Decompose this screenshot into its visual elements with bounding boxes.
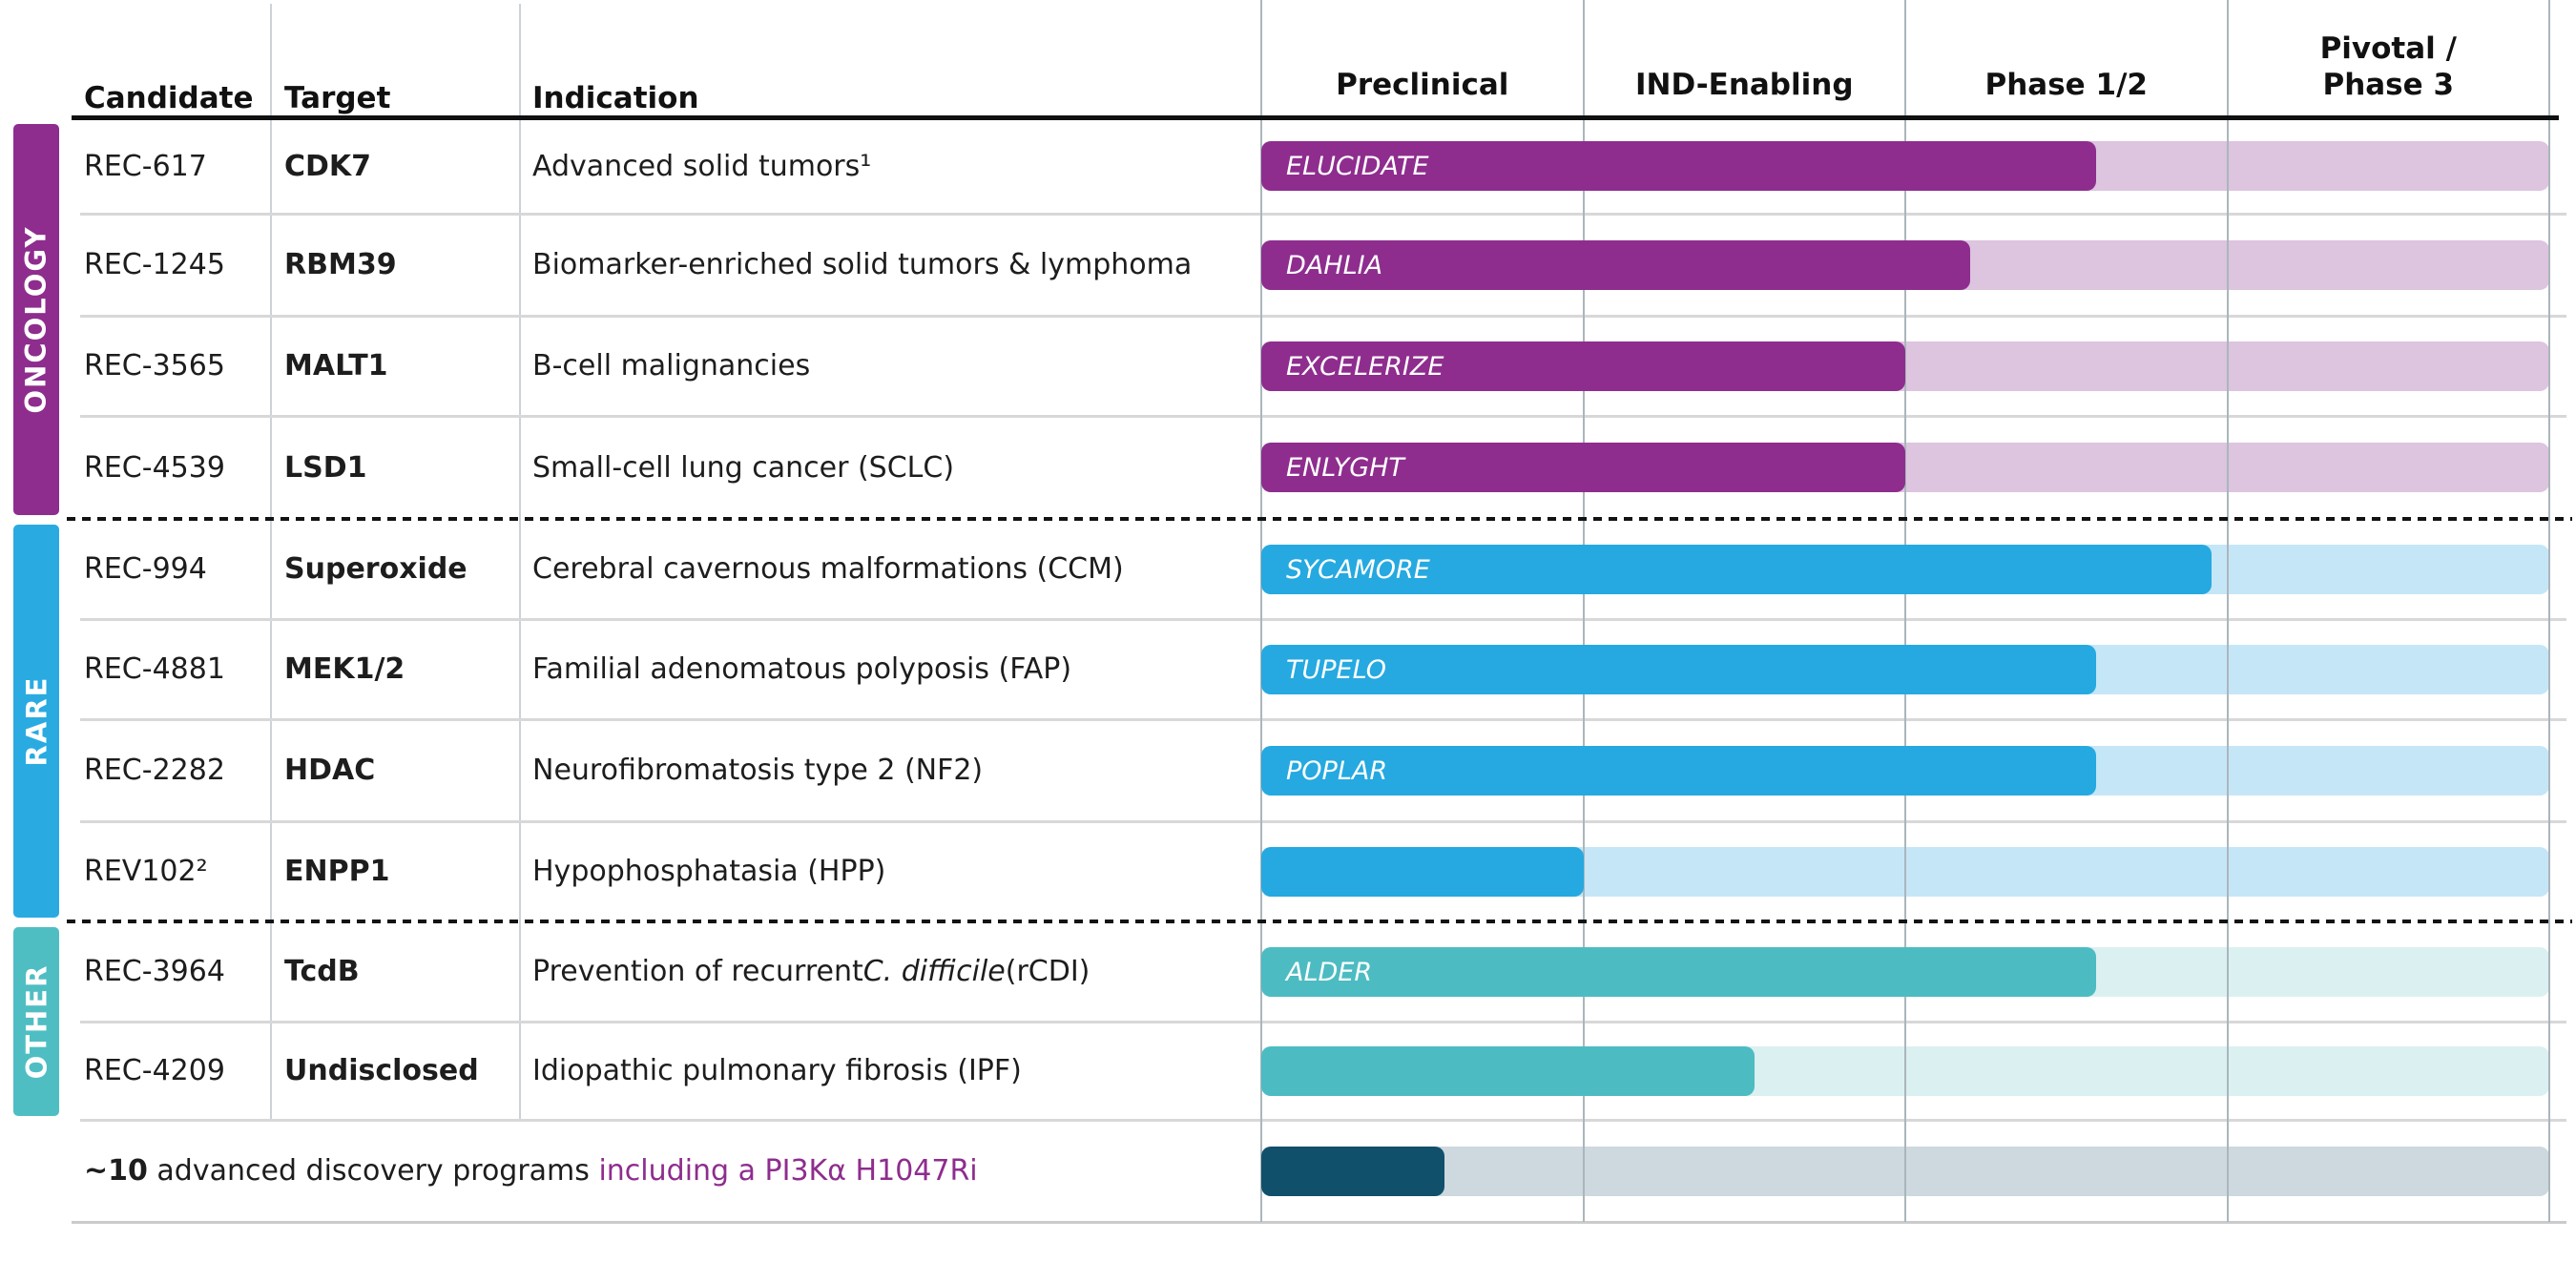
trial-name-label: POPLAR <box>1286 755 1388 786</box>
trial-progress-bar: POPLAR <box>1261 746 2096 796</box>
row-separator <box>80 618 2566 621</box>
trial-progress-bar <box>1261 847 1584 897</box>
header-underline <box>72 115 2559 120</box>
trial-progress-bar: ALDER <box>1261 947 2096 997</box>
sidebar-group-oncology: ONCOLOGY <box>13 124 59 515</box>
target-cell: CDK7 <box>284 149 372 183</box>
indication-cell: Idiopathic pulmonary fibrosis (IPF) <box>532 1022 1022 1120</box>
indication-text: Prevention of recurrent <box>532 955 863 988</box>
phase-grid-line <box>2227 0 2229 1222</box>
phase-grid-line <box>1260 0 1262 1222</box>
indication-text: C. difficile <box>862 955 1006 988</box>
indication-cell: Advanced solid tumors¹ <box>532 118 871 214</box>
row-separator <box>80 820 2566 823</box>
candidate-cell: REC-4209 <box>84 1054 225 1087</box>
sidebar-group-other: OTHER <box>13 927 59 1116</box>
row-separator <box>80 718 2566 721</box>
target-cell: MALT1 <box>284 349 388 382</box>
phase-header-2: IND-Enabling <box>1634 68 1854 103</box>
row-separator <box>80 315 2566 318</box>
trial-progress-bar: ENLYGHT <box>1261 443 1905 492</box>
column-header-target: Target <box>284 81 391 115</box>
indication-cell: Cerebral cavernous malformations (CCM) <box>532 519 1124 619</box>
group-separator-dashed <box>67 517 2572 521</box>
indication-text: Small-cell lung cancer (SCLC) <box>532 450 955 485</box>
target-cell: Undisclosed <box>284 1054 479 1087</box>
discovery-count: ~10 <box>84 1154 148 1188</box>
candidate-cell: REC-4881 <box>84 652 225 686</box>
row-separator <box>80 1119 2566 1122</box>
target-cell: RBM39 <box>284 248 397 281</box>
discovery-text-plain: advanced discovery programs <box>147 1154 599 1188</box>
candidate-cell: REC-3964 <box>84 955 225 988</box>
target-cell: HDAC <box>284 754 376 787</box>
trial-progress-bar: DAHLIA <box>1261 240 1970 290</box>
indication-text: B-cell malignancies <box>532 349 811 382</box>
phase-grid-line <box>1904 0 1906 1222</box>
target-cell: Superoxide <box>284 552 467 586</box>
discovery-programs-text: ~10 advanced discovery programs includin… <box>84 1120 978 1222</box>
target-cell: LSD1 <box>284 450 367 485</box>
column-header-candidate: Candidate <box>84 81 254 115</box>
candidate-cell: REC-617 <box>84 149 207 183</box>
indication-cell: Hypophosphatasia (HPP) <box>532 821 885 921</box>
row-separator <box>80 415 2566 418</box>
candidate-cell: REC-2282 <box>84 754 225 787</box>
indication-cell: B-cell malignancies <box>532 316 810 416</box>
table-bottom-border <box>72 1221 2566 1224</box>
row-separator <box>80 213 2566 216</box>
column-divider <box>519 4 521 1120</box>
trial-progress-bar: SYCAMORE <box>1261 545 2212 594</box>
sidebar-group-label: ONCOLOGY <box>20 225 52 414</box>
sidebar-group-rare: RARE <box>13 525 59 918</box>
trial-name-label: ELUCIDATE <box>1286 151 1429 181</box>
phase-header-3: Phase 1/2 <box>1984 68 2148 103</box>
trial-progress-bar: EXCELERIZE <box>1261 341 1905 391</box>
indication-text: Idiopathic pulmonary fibrosis (IPF) <box>532 1054 1022 1087</box>
indication-cell: Neurofibromatosis type 2 (NF2) <box>532 719 983 821</box>
indication-cell: Prevention of recurrent C. difficile (rC… <box>532 921 1090 1022</box>
indication-text: Advanced solid tumors¹ <box>532 149 872 183</box>
trial-name-label: TUPELO <box>1286 654 1387 685</box>
candidate-cell: REC-994 <box>84 552 207 586</box>
candidate-cell: REC-1245 <box>84 248 225 281</box>
indication-text: Neurofibromatosis type 2 (NF2) <box>532 754 984 787</box>
sidebar-group-label: OTHER <box>20 963 53 1080</box>
indication-text: Familial adenomatous polyposis (FAP) <box>532 652 1072 686</box>
candidate-cell: REC-3565 <box>84 349 225 382</box>
phase-header-1: Preclinical <box>1336 68 1509 103</box>
indication-cell: Familial adenomatous polyposis (FAP) <box>532 619 1071 719</box>
target-cell: TcdB <box>284 955 360 988</box>
indication-text: Cerebral cavernous malformations (CCM) <box>532 552 1124 586</box>
row-separator <box>80 1021 2566 1023</box>
trial-progress-bar <box>1261 1046 1755 1096</box>
trial-name-label: ALDER <box>1286 957 1373 987</box>
discovery-text-highlight: including a PI3Kα H1047Ri <box>598 1154 978 1188</box>
phase-grid-line <box>2548 0 2550 1222</box>
phase-grid-line <box>1583 0 1585 1222</box>
trial-name-label: EXCELERIZE <box>1286 351 1444 382</box>
trial-name-label: DAHLIA <box>1286 250 1383 280</box>
indication-cell: Biomarker-enriched solid tumors & lympho… <box>532 214 1192 316</box>
indication-text: Hypophosphatasia (HPP) <box>532 855 886 888</box>
trial-name-label: SYCAMORE <box>1286 554 1430 585</box>
indication-text: Biomarker-enriched solid tumors & lympho… <box>532 248 1193 281</box>
phase-header-4: Pivotal / Phase 3 <box>2319 31 2457 103</box>
target-cell: ENPP1 <box>284 855 390 888</box>
discovery-progress-bar <box>1261 1147 1444 1196</box>
target-cell: MEK1/2 <box>284 652 405 686</box>
trial-progress-bar: ELUCIDATE <box>1261 141 2096 191</box>
column-header-indication: Indication <box>532 81 699 115</box>
indication-text: (rCDI) <box>1005 955 1091 988</box>
sidebar-group-label: RARE <box>20 675 53 767</box>
indication-cell: Small-cell lung cancer (SCLC) <box>532 416 954 519</box>
candidate-cell: REV102² <box>84 855 208 888</box>
candidate-cell: REC-4539 <box>84 450 225 485</box>
trial-progress-bar: TUPELO <box>1261 645 2096 694</box>
column-divider <box>270 4 272 1120</box>
trial-name-label: ENLYGHT <box>1286 452 1404 483</box>
group-separator-dashed <box>67 920 2572 923</box>
